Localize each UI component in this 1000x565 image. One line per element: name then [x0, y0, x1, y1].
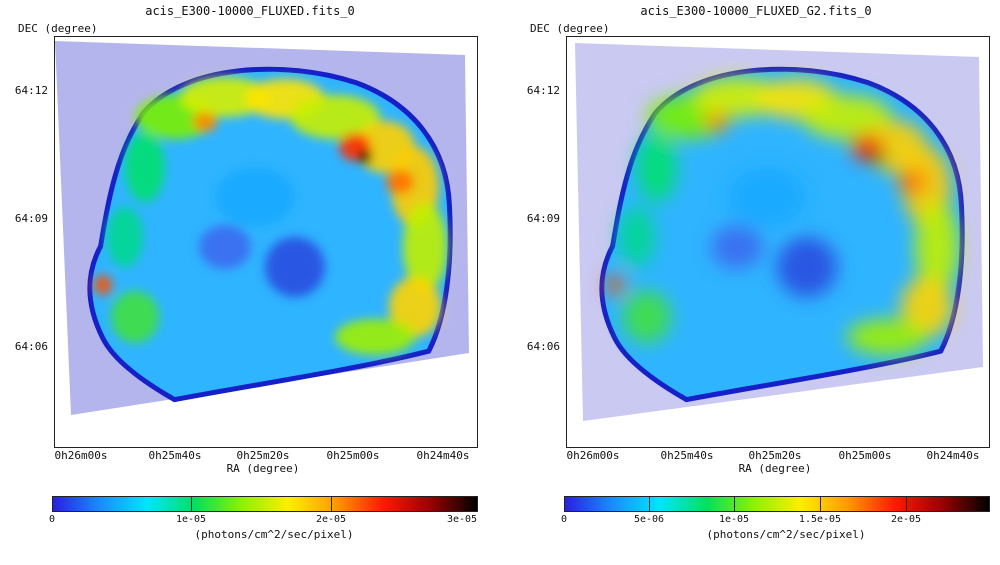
emission-region [606, 275, 624, 295]
left-cb-label: (photons/cm^2/sec/pixel) [194, 528, 354, 541]
emission-region [403, 202, 447, 292]
right-panel: acis_E300-10000_FLUXED_G2.fits_0 DEC (de… [512, 0, 1000, 565]
left-cb-tick-1: 0 [48, 514, 56, 525]
emission-region [847, 319, 927, 355]
emission-region [802, 95, 892, 139]
emission-region [623, 291, 671, 343]
left-image-frame[interactable] [54, 36, 478, 448]
right-xlabel: RA (degree) [738, 462, 812, 475]
left-chart-title: acis_E300-10000_FLUXED.fits_0 [145, 4, 355, 18]
left-xtick-3: 0h25m20s [236, 449, 290, 462]
right-cb-tick-5: 2e-05 [890, 514, 922, 525]
left-ytick-3: 64:06 [14, 340, 48, 353]
emission-region [199, 225, 251, 269]
emission-region [915, 202, 959, 292]
emission-region [727, 167, 807, 227]
left-xlabel: RA (degree) [226, 462, 300, 475]
right-ylabel: DEC (degree) [530, 22, 610, 35]
emission-region [94, 275, 112, 295]
emission-region [335, 319, 415, 355]
emission-region [180, 77, 270, 117]
emission-region [290, 95, 380, 139]
right-cb-label: (photons/cm^2/sec/pixel) [706, 528, 866, 541]
right-image [575, 43, 983, 421]
right-ytick-2: 64:09 [526, 212, 560, 225]
right-xtick-4: 0h25m00s [838, 449, 892, 462]
emission-region [265, 237, 325, 297]
left-ylabel: DEC (degree) [18, 22, 98, 35]
emission-region [111, 291, 159, 343]
emission-region [193, 112, 217, 132]
right-cb-tick-1: 0 [560, 514, 568, 525]
emission-region [637, 132, 677, 202]
right-cb-tick-3: 1e-05 [718, 514, 750, 525]
left-ytick-2: 64:09 [14, 212, 48, 225]
left-xtick-1: 0h26m00s [54, 449, 108, 462]
right-xtick-1: 0h26m00s [566, 449, 620, 462]
left-xtick-2: 0h25m40s [148, 449, 202, 462]
emission-region [389, 277, 441, 337]
right-ytick-3: 64:06 [526, 340, 560, 353]
left-image [55, 41, 469, 415]
emission-region [711, 225, 763, 269]
emission-region [870, 150, 884, 164]
right-xtick-2: 0h25m40s [660, 449, 714, 462]
right-cb-tick-4: 1.5e-05 [798, 514, 842, 525]
left-ytick-1: 64:12 [14, 84, 48, 97]
left-colorbar [52, 496, 478, 512]
emission-region [215, 167, 295, 227]
emission-region [692, 77, 782, 117]
emission-region [777, 237, 837, 297]
emission-region [358, 150, 372, 164]
left-xtick-5: 0h24m40s [416, 449, 470, 462]
right-chart-title: acis_E300-10000_FLUXED_G2.fits_0 [640, 4, 872, 18]
right-image-frame[interactable] [566, 36, 990, 448]
right-xtick-5: 0h24m40s [926, 449, 980, 462]
left-cb-tick-4: 3e-05 [446, 514, 478, 525]
left-panel: acis_E300-10000_FLUXED.fits_0 DEC (degre… [14, 4, 478, 541]
right-cb-tick-2: 5e-06 [633, 514, 665, 525]
right-xtick-3: 0h25m20s [748, 449, 802, 462]
left-cb-tick-3: 2e-05 [315, 514, 347, 525]
right-colorbar [564, 496, 990, 512]
left-xtick-4: 0h25m00s [326, 449, 380, 462]
emission-region [898, 170, 926, 194]
emission-region [901, 277, 953, 337]
emission-region [125, 132, 165, 202]
right-ytick-1: 64:12 [526, 84, 560, 97]
emission-region [705, 112, 729, 132]
emission-region [619, 207, 655, 267]
left-cb-tick-2: 1e-05 [175, 514, 207, 525]
emission-region [386, 170, 414, 194]
emission-region [107, 207, 143, 267]
